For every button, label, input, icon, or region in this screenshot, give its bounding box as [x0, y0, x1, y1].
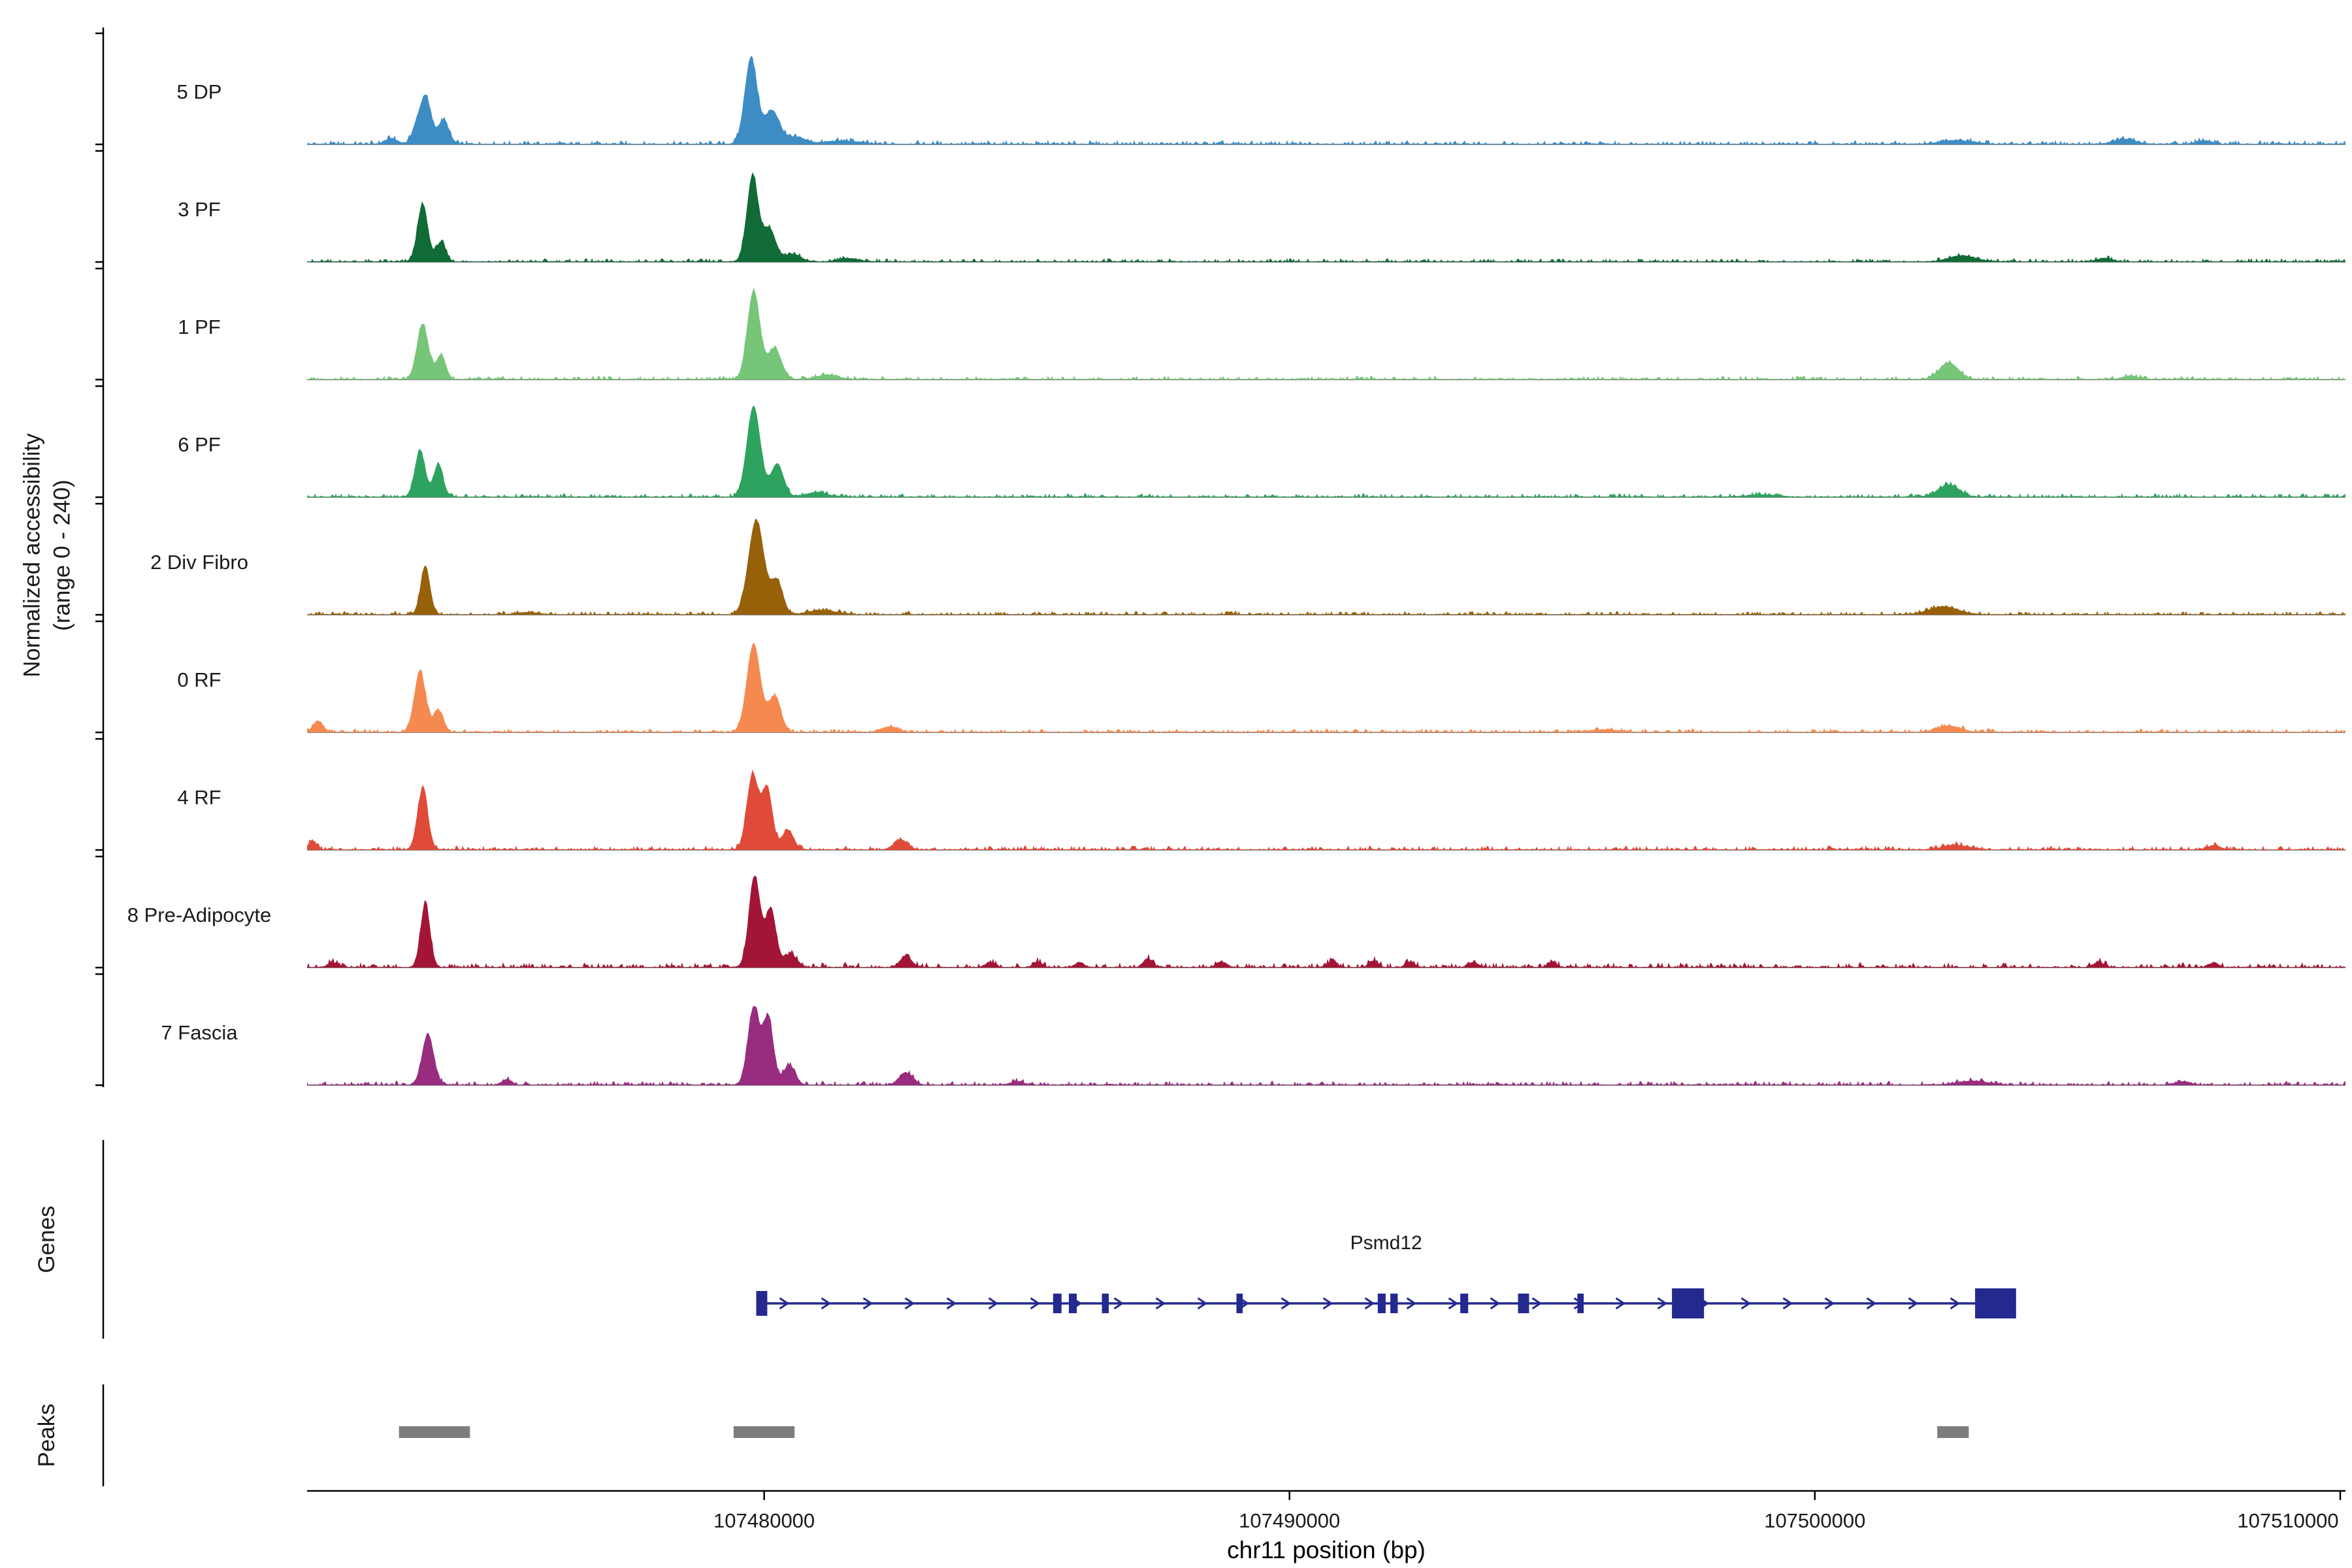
gene-strand-arrow-icon — [1782, 1297, 1793, 1310]
gene-strand-arrow-icon — [1866, 1297, 1877, 1310]
gene-exon — [1518, 1294, 1529, 1313]
gene-exon — [1577, 1294, 1584, 1313]
track-label: 5 DP — [177, 80, 222, 103]
gene-strand-arrow-icon — [946, 1297, 957, 1310]
track-label: 8 Pre-Adipocyte — [127, 904, 272, 926]
track-label: 1 PF — [178, 316, 220, 338]
x-axis-tick-label: 107500000 — [1764, 1509, 1865, 1532]
gene-strand-arrow-icon — [1531, 1297, 1543, 1310]
gene-strand-arrow-icon — [1615, 1297, 1626, 1310]
gene-exon — [1672, 1288, 1705, 1318]
track-label: 3 PF — [178, 198, 220, 221]
gene-exon — [1390, 1294, 1398, 1313]
track-label: 4 RF — [177, 786, 221, 809]
gene-strand-arrow-icon — [779, 1297, 790, 1310]
track-label: 0 RF — [177, 668, 221, 691]
y-axis-title-line2: (range 0 - 240) — [49, 480, 74, 631]
gene-exon — [1377, 1294, 1386, 1313]
gene-strand-arrow-icon — [1113, 1297, 1124, 1310]
gene-exon — [1460, 1294, 1469, 1313]
gene-exon — [1236, 1294, 1243, 1313]
gene-strand-arrow-icon — [904, 1297, 915, 1310]
track-signal — [307, 172, 2345, 262]
x-axis-tick-label: 107490000 — [1239, 1509, 1340, 1532]
peak-bar — [733, 1426, 795, 1438]
gene-exon — [1069, 1294, 1077, 1313]
track-signal — [307, 56, 2345, 145]
gene-exon — [1975, 1288, 2016, 1318]
gene-strand-arrow-icon — [1322, 1297, 1333, 1310]
track-label: 6 PF — [178, 433, 220, 456]
track-signal — [307, 1005, 2345, 1085]
gene-strand-arrow-icon — [988, 1297, 999, 1310]
x-axis-title: chr11 position (bp) — [1227, 1537, 1426, 1563]
gene-strand-arrow-icon — [1448, 1297, 1459, 1310]
gene-strand-arrow-icon — [1740, 1297, 1752, 1310]
gene-exon — [1102, 1294, 1109, 1313]
track-label: 7 Fascia — [161, 1021, 238, 1044]
x-axis-tick-label: 107480000 — [713, 1509, 815, 1532]
track-signal — [307, 287, 2345, 380]
peak-bar — [399, 1426, 470, 1438]
track-signal — [307, 519, 2345, 615]
gene-strand-arrow-icon — [1281, 1297, 1292, 1310]
gene-strand-arrow-icon — [821, 1297, 832, 1310]
gene-exon — [1053, 1294, 1062, 1313]
gene-name-label: Psmd12 — [1350, 1232, 1422, 1254]
genes-section-label: Genes — [34, 1205, 59, 1273]
gene-strand-arrow-icon — [1364, 1297, 1375, 1310]
peak-bar — [1937, 1426, 1969, 1438]
y-axis-title: Normalized accessibility (range 0 - 240) — [18, 433, 77, 677]
gene-strand-arrow-icon — [1657, 1297, 1668, 1310]
gene-exon — [756, 1291, 768, 1316]
gene-strand-arrow-icon — [1490, 1297, 1501, 1310]
gene-strand-arrow-icon — [1950, 1297, 1961, 1310]
gene-strand-arrow-icon — [1197, 1297, 1208, 1310]
gene-strand-arrow-icon — [1030, 1297, 1041, 1310]
peaks-section-label: Peaks — [34, 1403, 59, 1467]
gene-strand-arrow-icon — [1155, 1297, 1166, 1310]
gene-strand-arrow-icon — [1406, 1297, 1417, 1310]
gene-strand-arrow-icon — [862, 1297, 874, 1310]
y-axis-title-line1: Normalized accessibility — [19, 433, 45, 678]
track-signal — [307, 406, 2345, 497]
track-label: 2 Div Fibro — [150, 551, 248, 574]
x-axis-tick-label: 107510000 — [2237, 1509, 2338, 1532]
track-signal — [307, 769, 2345, 850]
gene-strand-arrow-icon — [1908, 1297, 1919, 1310]
track-signal — [307, 642, 2345, 732]
track-signal — [307, 875, 2345, 968]
gene-strand-arrow-icon — [1824, 1297, 1835, 1310]
